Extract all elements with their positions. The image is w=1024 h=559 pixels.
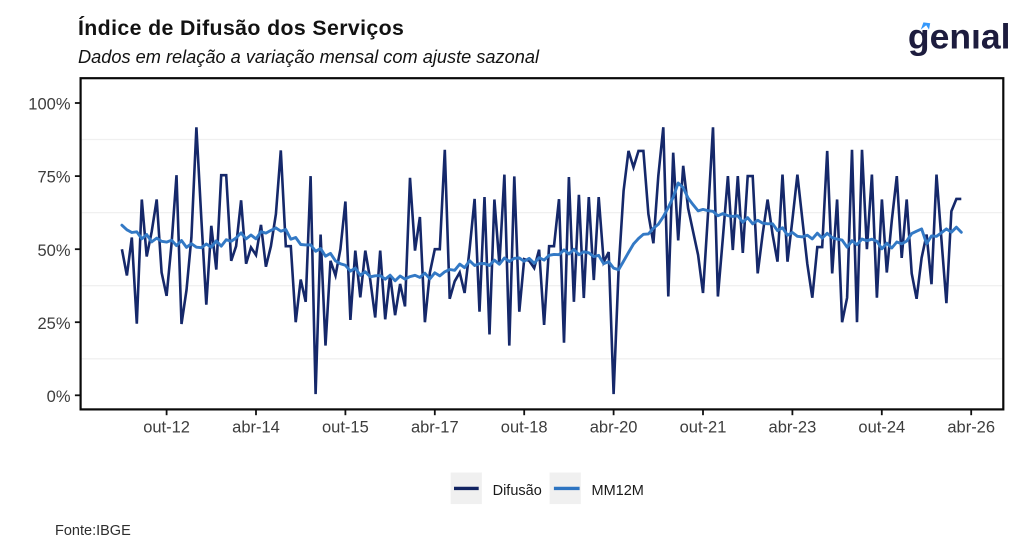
svg-text:100%: 100% bbox=[28, 96, 71, 114]
svg-text:abr-23: abr-23 bbox=[769, 418, 817, 436]
svg-text:out-12: out-12 bbox=[143, 418, 190, 436]
svg-text:0%: 0% bbox=[47, 388, 71, 406]
svg-text:MM12M: MM12M bbox=[592, 483, 644, 499]
svg-text:75%: 75% bbox=[37, 169, 70, 187]
svg-text:abr-26: abr-26 bbox=[947, 418, 995, 436]
svg-text:Difusão: Difusão bbox=[493, 483, 542, 499]
svg-text:out-24: out-24 bbox=[858, 418, 905, 436]
svg-text:out-15: out-15 bbox=[322, 418, 369, 436]
svg-text:out-21: out-21 bbox=[680, 418, 727, 436]
svg-text:abr-14: abr-14 bbox=[232, 418, 280, 436]
svg-text:abr-20: abr-20 bbox=[590, 418, 638, 436]
svg-text:abr-17: abr-17 bbox=[411, 418, 459, 436]
svg-text:genıal: genıal bbox=[908, 17, 1011, 57]
svg-text:out-18: out-18 bbox=[501, 418, 548, 436]
svg-text:25%: 25% bbox=[37, 315, 70, 333]
svg-text:50%: 50% bbox=[37, 242, 70, 260]
